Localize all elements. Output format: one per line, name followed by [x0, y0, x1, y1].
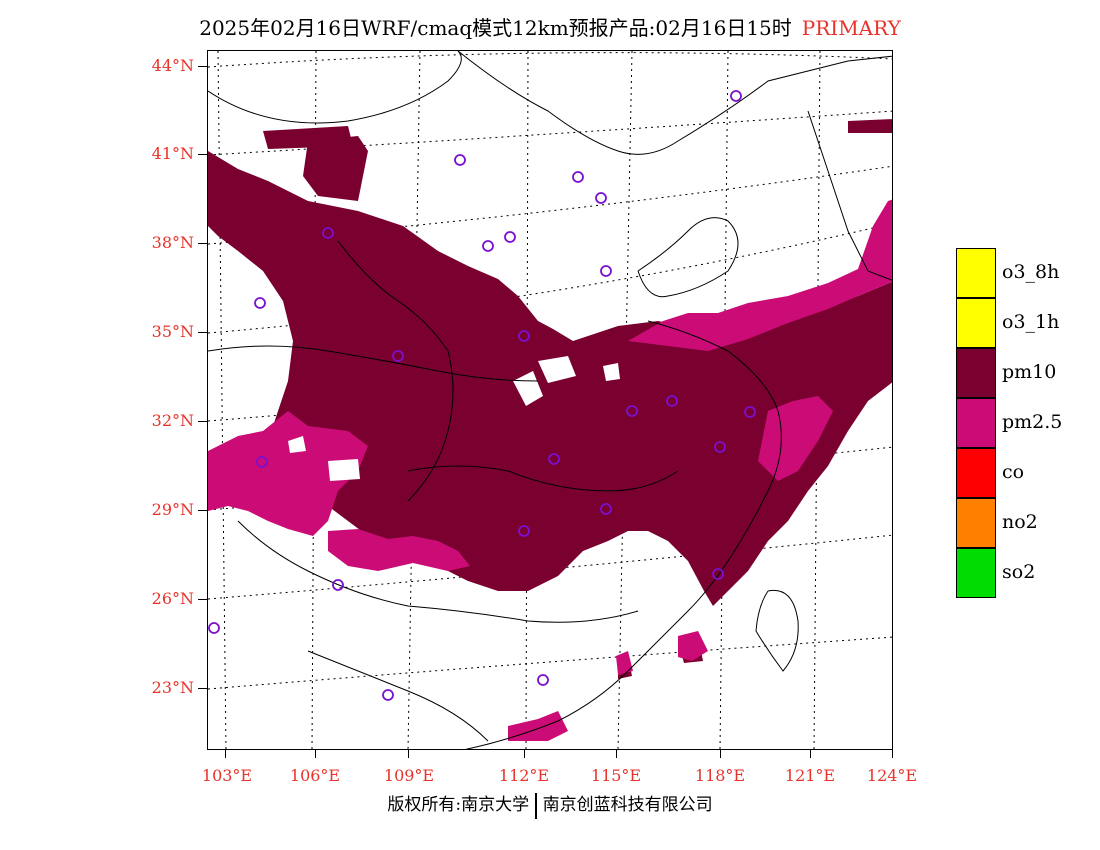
- lon-tick: [315, 750, 316, 758]
- graticule-longitude: [217, 51, 821, 749]
- legend-label: pm10: [1002, 361, 1057, 383]
- boundaries: [208, 51, 892, 749]
- lat-label-44: 44°N: [151, 56, 194, 75]
- lon-label-112: 112°E: [498, 766, 550, 785]
- lat-label-29: 29°N: [151, 500, 194, 519]
- legend-swatch: [956, 248, 996, 298]
- lon-tick: [408, 750, 409, 758]
- lon-tick: [524, 750, 525, 758]
- lon-tick: [810, 750, 811, 758]
- legend-swatch: [956, 498, 996, 548]
- legend-label: so2: [1002, 561, 1036, 583]
- lon-tick: [720, 750, 721, 758]
- footer-separator: [535, 792, 537, 819]
- lat-label-41: 41°N: [151, 144, 194, 163]
- lon-label-115: 115°E: [590, 766, 642, 785]
- lat-label-38: 38°N: [151, 233, 194, 252]
- lat-tick: [198, 599, 207, 600]
- lon-tick: [225, 750, 226, 758]
- legend-label: no2: [1002, 511, 1038, 533]
- lat-tick: [198, 421, 207, 422]
- lat-label-35: 35°N: [151, 322, 194, 341]
- lat-tick: [198, 332, 207, 333]
- title-main: 2025年02月16日WRF/cmaq模式12km预报产品:02月16日15时: [199, 16, 792, 40]
- lon-label-121: 121°E: [784, 766, 836, 785]
- lon-tick: [892, 750, 893, 758]
- lon-label-106: 106°E: [289, 766, 341, 785]
- copyright-right: 南京创蓝科技有限公司: [542, 795, 713, 815]
- map-canvas: [208, 51, 892, 749]
- legend-swatch: [956, 548, 996, 598]
- legend-label: o3_8h: [1002, 261, 1060, 283]
- lon-label-109: 109°E: [383, 766, 435, 785]
- copyright-left: 版权所有:南京大学: [387, 795, 530, 815]
- lat-tick: [198, 154, 207, 155]
- lat-label-23: 23°N: [151, 678, 194, 697]
- title-primary-tag: PRIMARY: [801, 16, 901, 40]
- legend-label: pm2.5: [1002, 411, 1063, 433]
- lat-label-32: 32°N: [151, 411, 194, 430]
- forecast-map: [207, 50, 893, 750]
- station-markers: [208, 90, 756, 701]
- lon-label-124: 124°E: [866, 766, 918, 785]
- legend-swatch: [956, 398, 996, 448]
- lon-label-103: 103°E: [201, 766, 253, 785]
- legend-swatch: [956, 348, 996, 398]
- lat-tick: [198, 243, 207, 244]
- lon-tick: [616, 750, 617, 758]
- lat-tick: [198, 688, 207, 689]
- lon-label-118: 118°E: [694, 766, 746, 785]
- map-title: 2025年02月16日WRF/cmaq模式12km预报产品:02月16日15时 P…: [0, 12, 1100, 41]
- lat-tick: [198, 66, 207, 67]
- pm10-region: [208, 119, 892, 679]
- clean-gaps: [288, 356, 620, 481]
- legend-label: o3_1h: [1002, 311, 1060, 333]
- legend-swatch: [956, 448, 996, 498]
- lat-label-26: 26°N: [151, 589, 194, 608]
- legend-swatch: [956, 298, 996, 348]
- copyright-footer: 版权所有:南京大学 南京创蓝科技有限公司: [0, 790, 1100, 819]
- legend-label: co: [1002, 461, 1025, 483]
- lat-tick: [198, 510, 207, 511]
